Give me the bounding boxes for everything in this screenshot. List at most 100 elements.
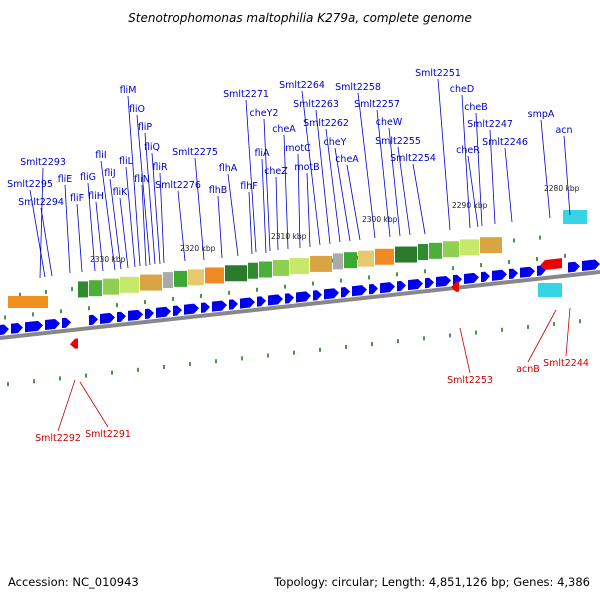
gene-label-smlt2262[interactable]: Smlt2262 xyxy=(303,118,349,129)
gene-label-flhf[interactable]: flhF xyxy=(240,181,257,192)
forward-gene-arrow[interactable] xyxy=(397,280,406,292)
gene-label-chea[interactable]: cheA xyxy=(272,124,296,135)
forward-gene-arrow[interactable] xyxy=(352,285,367,297)
forward-gene-arrow[interactable] xyxy=(453,274,462,286)
gene-label-smlt2294[interactable]: Smlt2294 xyxy=(18,197,64,208)
forward-gene-arrow[interactable] xyxy=(436,275,451,288)
forward-gene-arrow[interactable] xyxy=(62,317,71,329)
gene-label-smlt2264[interactable]: Smlt2264 xyxy=(279,80,325,91)
gene-label-flin[interactable]: fliN xyxy=(134,174,150,185)
forward-gene-arrow[interactable] xyxy=(184,303,199,315)
gene-label-flhb[interactable]: flhB xyxy=(209,185,228,196)
forward-gene-arrow[interactable] xyxy=(173,305,182,316)
forward-gene-arrow[interactable] xyxy=(408,279,423,291)
gene-label-flig[interactable]: fliG xyxy=(80,172,96,183)
forward-gene-arrow[interactable] xyxy=(240,297,255,309)
gene-label-smlt2246[interactable]: Smlt2246 xyxy=(482,137,528,148)
gene-label-flih[interactable]: fliH xyxy=(88,191,104,202)
gene-label-smlt2254[interactable]: Smlt2254 xyxy=(390,153,436,164)
gene-label-flij[interactable]: fliJ xyxy=(104,168,115,179)
forward-gene-arrow[interactable] xyxy=(89,314,98,326)
gene-label-chez[interactable]: cheZ xyxy=(264,166,288,177)
cog-block xyxy=(78,281,88,298)
gene-label-flir[interactable]: fliR xyxy=(152,162,168,173)
gene-label-smlt2257[interactable]: Smlt2257 xyxy=(354,99,400,110)
forward-gene-arrow[interactable] xyxy=(145,308,154,320)
reverse-gene-arrow[interactable] xyxy=(540,258,562,271)
gene-label-fliq[interactable]: fliQ xyxy=(144,142,160,153)
forward-gene-arrow[interactable] xyxy=(11,323,23,334)
gene-label-smlt2293[interactable]: Smlt2293 xyxy=(20,157,66,168)
gene-label-ched[interactable]: cheD xyxy=(450,84,474,95)
gene-label-smlt2255[interactable]: Smlt2255 xyxy=(375,136,421,147)
forward-gene-arrow[interactable] xyxy=(481,271,490,283)
forward-gene-arrow[interactable] xyxy=(117,311,126,323)
forward-gene-arrow[interactable] xyxy=(285,293,294,304)
forward-gene-arrow[interactable] xyxy=(229,299,238,310)
forward-gene-arrow[interactable] xyxy=(492,269,507,281)
forward-gene-arrow[interactable] xyxy=(425,277,434,289)
gene-label-flim[interactable]: fliM xyxy=(120,85,137,96)
forward-gene-arrow[interactable] xyxy=(100,312,115,324)
forward-gene-arrow[interactable] xyxy=(568,261,580,273)
gene-label-chey2[interactable]: cheY2 xyxy=(250,108,279,119)
gene-label-smlt2271[interactable]: Smlt2271 xyxy=(223,89,269,100)
forward-gene-arrow[interactable] xyxy=(313,290,322,301)
forward-gene-arrow[interactable] xyxy=(296,291,311,303)
forward-gene-arrow[interactable] xyxy=(509,268,518,280)
forward-gene-arrow[interactable] xyxy=(582,259,600,271)
gene-label-smlt2251[interactable]: Smlt2251 xyxy=(415,68,461,79)
label-leader xyxy=(177,190,186,262)
gene-label-flie[interactable]: fliE xyxy=(58,174,73,185)
label-leader xyxy=(475,112,483,227)
gene-label-flik[interactable]: fliK xyxy=(113,187,129,198)
gene-label-cher[interactable]: cheR xyxy=(456,145,480,156)
forward-gene-arrow[interactable] xyxy=(0,324,9,335)
forward-gene-arrow[interactable] xyxy=(201,302,210,313)
gene-label-flif[interactable]: fliF xyxy=(70,193,84,204)
forward-gene-arrow[interactable] xyxy=(369,283,378,295)
gene-label-flha[interactable]: flhA xyxy=(219,163,238,174)
gene-label-smlt2295[interactable]: Smlt2295 xyxy=(7,179,53,190)
forward-gene-arrow[interactable] xyxy=(45,318,60,331)
gene-label-cheb[interactable]: cheB xyxy=(464,102,488,113)
gene-label-motb[interactable]: motB xyxy=(294,162,319,173)
forward-gene-arrow[interactable] xyxy=(25,320,43,333)
gene-label-smlt2253[interactable]: Smlt2253 xyxy=(447,375,493,386)
gene-label-chew[interactable]: cheW xyxy=(376,117,403,128)
gene-label-flio[interactable]: fliO xyxy=(129,104,145,115)
reverse-gene-arrow[interactable] xyxy=(451,281,459,292)
forward-gene-arrow[interactable] xyxy=(324,288,339,300)
gene-label-chea[interactable]: cheA xyxy=(335,154,359,165)
label-leader xyxy=(194,157,205,261)
forward-gene-arrow[interactable] xyxy=(212,300,227,312)
gene-label-motc[interactable]: motC xyxy=(285,143,311,154)
gene-label-smlt2291[interactable]: Smlt2291 xyxy=(85,429,131,440)
forward-gene-arrow[interactable] xyxy=(257,296,266,307)
gene-label-chey[interactable]: cheY xyxy=(324,137,347,148)
forward-gene-arrow[interactable] xyxy=(464,272,479,284)
reverse-gene-arrow[interactable] xyxy=(70,338,78,349)
gene-label-smlt2275[interactable]: Smlt2275 xyxy=(172,147,218,158)
forward-gene-arrow[interactable] xyxy=(156,306,171,318)
gene-label-flia[interactable]: fliA xyxy=(254,148,270,159)
gene-label-flii[interactable]: fliI xyxy=(95,150,106,161)
reverse-gene-track xyxy=(70,258,562,349)
gene-label-smlt2258[interactable]: Smlt2258 xyxy=(335,82,381,93)
gene-label-smlt2244[interactable]: Smlt2244 xyxy=(543,358,589,369)
forward-gene-arrow[interactable] xyxy=(520,266,535,278)
gene-label-smlt2263[interactable]: Smlt2263 xyxy=(293,99,339,110)
gene-label-smlt2276[interactable]: Smlt2276 xyxy=(155,180,201,191)
gene-label-smpa[interactable]: smpA xyxy=(528,109,555,120)
gene-label-flil[interactable]: fliL xyxy=(119,156,134,167)
gene-label-acn[interactable]: acn xyxy=(555,125,572,136)
label-leader xyxy=(565,307,571,357)
forward-gene-arrow[interactable] xyxy=(128,309,143,321)
gene-label-smlt2247[interactable]: Smlt2247 xyxy=(467,119,513,130)
gene-label-smlt2292[interactable]: Smlt2292 xyxy=(35,433,81,444)
forward-gene-arrow[interactable] xyxy=(268,294,283,306)
forward-gene-arrow[interactable] xyxy=(341,287,350,298)
gene-label-acnb[interactable]: acnB xyxy=(516,364,540,375)
gene-label-flip[interactable]: fliP xyxy=(138,122,153,133)
forward-gene-arrow[interactable] xyxy=(380,282,395,294)
